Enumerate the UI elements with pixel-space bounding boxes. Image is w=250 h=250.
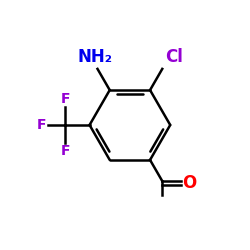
Text: NH₂: NH₂: [78, 48, 112, 66]
Text: Cl: Cl: [165, 48, 182, 66]
Text: F: F: [37, 118, 46, 132]
Text: O: O: [182, 174, 196, 192]
Text: F: F: [60, 92, 70, 106]
Text: F: F: [60, 144, 70, 158]
